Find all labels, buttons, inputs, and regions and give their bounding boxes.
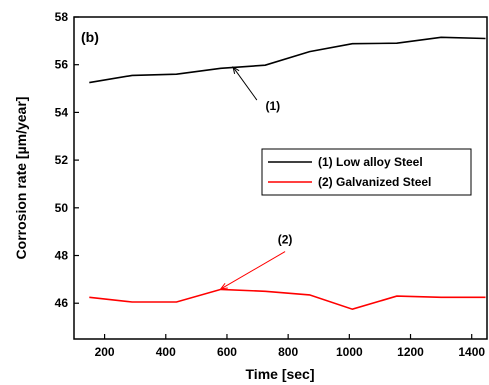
legend-label-low-alloy-steel: (1) Low alloy Steel	[318, 155, 423, 169]
x-tick-label: 400	[156, 345, 176, 359]
annotation-label: (2)	[278, 233, 293, 247]
legend-box	[261, 148, 472, 196]
annotation-label: (1)	[266, 99, 281, 113]
panel-label: (b)	[81, 29, 99, 45]
annotation-arrow	[220, 251, 286, 290]
x-tick-label: 200	[95, 345, 115, 359]
y-tick-label: 56	[55, 58, 69, 72]
x-axis-title: Time [sec]	[246, 366, 315, 382]
y-tick-label: 50	[55, 201, 69, 215]
series-line-low-alloy-steel	[89, 36, 486, 84]
y-axis-title: Corrosion rate [µm/year]	[13, 97, 29, 260]
y-tick-label: 58	[55, 10, 69, 24]
y-tick-label: 48	[55, 249, 69, 263]
legend-label-galvanized-steel: (2) Galvanized Steel	[318, 175, 431, 189]
y-tick-label: 52	[55, 153, 69, 167]
legend: (1) Low alloy Steel (2) Galvanized Steel	[261, 148, 472, 196]
series-line-galvanized-steel	[89, 288, 486, 311]
annotation-arrow	[232, 66, 258, 101]
annotation-arrowhead	[219, 282, 228, 290]
plot-frame	[73, 16, 488, 340]
annotation-layer: (1) (2)	[219, 66, 293, 290]
x-tick-label: 1000	[336, 345, 363, 359]
y-tick-label: 54	[55, 105, 69, 119]
x-tick-label: 1400	[458, 345, 485, 359]
x-tick-label: 600	[217, 345, 237, 359]
x-tick-label: 1200	[397, 345, 424, 359]
y-tick-label: 46	[55, 296, 69, 310]
series-layer	[89, 36, 486, 311]
axis-ticks: 200 400 600 800 1000 1200 1400 46 48 50 52 54 56 58	[55, 10, 486, 359]
annotation-arrowhead	[232, 66, 240, 75]
x-tick-label: 800	[278, 345, 298, 359]
